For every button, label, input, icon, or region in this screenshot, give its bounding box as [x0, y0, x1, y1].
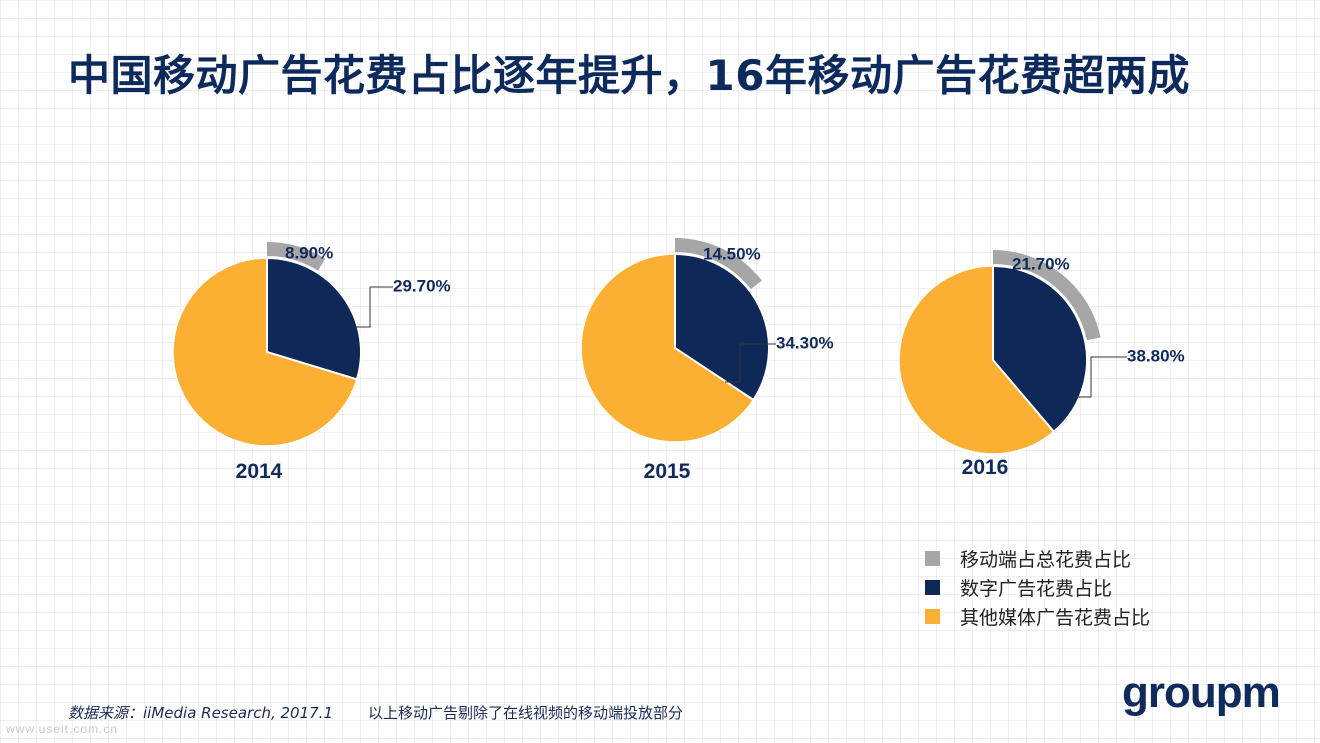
pie-slice-digital-2014 — [266, 256, 362, 381]
mobile-pct-label-2015: 14.50% — [703, 244, 761, 263]
legend-item-mobile: 移动端占总花费占比 — [925, 544, 1150, 573]
leader-line-2016 — [1073, 356, 1127, 398]
mobile-pct-label-2014: 8.90% — [285, 243, 333, 262]
legend-swatch-mobile — [925, 551, 940, 566]
year-label-2014: 2014 — [236, 460, 283, 483]
legend-swatch-other — [925, 609, 940, 624]
year-label-2015: 2015 — [644, 460, 691, 483]
pie-slice-digital-2016 — [992, 264, 1088, 434]
data-source: 数据来源：iiMedia Research, 2017.1 — [68, 704, 333, 722]
legend-item-digital: 数字广告花费占比 — [925, 573, 1150, 602]
leader-line-2015 — [725, 343, 776, 383]
watermark: www.useit.com.cn — [6, 722, 119, 736]
mobile-pct-label-2016: 21.70% — [1012, 254, 1070, 273]
year-label-2016: 2016 — [962, 456, 1009, 479]
leader-line-2014 — [355, 286, 393, 328]
pie-ring-mobile-2014 — [267, 242, 326, 271]
pie-ring-mobile-2016 — [993, 250, 1101, 341]
page-title: 中国移动广告花费占比逐年提升，16年移动广告花费超两成 — [68, 51, 1190, 100]
digital-pct-label-2015: 34.30% — [776, 333, 834, 352]
pie-ring-mobile-2015 — [675, 238, 762, 290]
pie-slice-other-2014 — [172, 257, 358, 447]
chart-legend: 移动端占总花费占比 数字广告花费占比 其他媒体广告花费占比 — [925, 544, 1150, 631]
groupm-logo: groupm — [1122, 668, 1281, 717]
pie-slice-other-2016 — [898, 265, 1055, 455]
legend-label-mobile: 移动端占总花费占比 — [960, 549, 1132, 571]
digital-pct-label-2014: 29.70% — [393, 276, 451, 295]
legend-item-other: 其他媒体广告花费占比 — [925, 602, 1150, 631]
legend-label-other: 其他媒体广告花费占比 — [960, 607, 1151, 629]
footnote: 以上移动广告剔除了在线视频的移动端投放部分 — [368, 704, 684, 722]
pie-slice-other-2015 — [580, 253, 755, 443]
digital-pct-label-2016: 38.80% — [1127, 346, 1185, 365]
pie-slice-digital-2015 — [674, 252, 770, 402]
legend-swatch-digital — [925, 580, 940, 595]
legend-label-digital: 数字广告花费占比 — [960, 578, 1113, 600]
